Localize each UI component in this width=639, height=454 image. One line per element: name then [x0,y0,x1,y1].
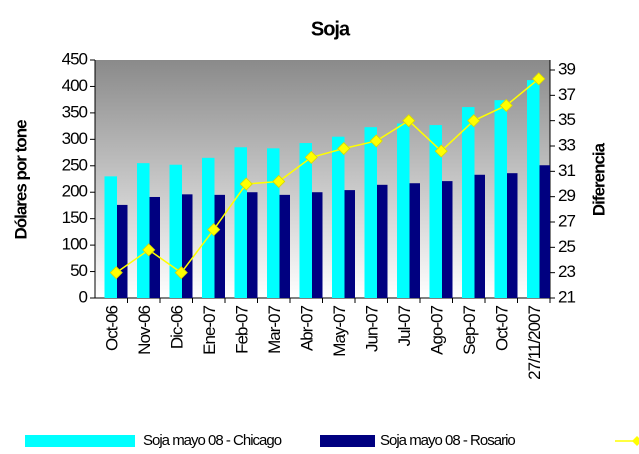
marker [532,72,546,86]
y-tick-label: 100 [62,235,88,254]
bar [169,164,182,298]
legend-swatch [25,435,135,447]
bar [247,192,258,298]
y-tick-label: 250 [62,155,88,174]
bar [409,183,420,298]
bar [182,194,193,298]
x-tick-label: Ene-07 [200,305,219,354]
bar [539,165,550,298]
y-tick-label: 0 [79,287,88,306]
marker [402,114,416,128]
bar [104,176,117,298]
marker [467,114,481,128]
x-tick-label: Mar-07 [265,305,284,353]
marker [337,141,351,156]
x-tick-label: Abr-07 [298,305,317,351]
line [115,78,540,274]
x-tick-label: Ago-07 [428,305,447,354]
bar [377,184,388,298]
y2-tick-label: 37 [558,85,575,104]
bar [364,127,377,299]
y-tick-label: 50 [70,261,87,280]
bar [474,174,485,298]
marker [304,150,318,164]
y-tick-label: 150 [62,208,88,227]
x-tick-label: Jul-07 [395,305,414,346]
bar [397,123,410,298]
bar [442,181,453,298]
y-axis-label: Dólares por tone [11,120,30,240]
bar [462,107,475,299]
bar [507,173,518,298]
marker [142,243,156,257]
y-tick-label: 300 [62,129,88,148]
bar [312,192,323,298]
y2-tick-label: 35 [558,110,575,129]
bar [267,148,280,298]
x-tick-label: Feb-07 [233,305,252,353]
y2-tick-label: 31 [558,161,575,180]
bar [494,100,507,298]
y2-tick-label: 27 [558,211,575,230]
y2-tick-label: 39 [558,59,575,78]
marker [272,174,286,189]
y-tick-label: 350 [62,102,88,121]
marker [239,177,253,191]
bar [117,204,128,298]
y2-tick-label: 21 [558,287,575,306]
legend-label: Soja mayo 08 - Chicago [143,432,282,449]
bar [332,136,345,298]
bar [234,147,247,298]
y2-tick-label: 29 [558,186,575,205]
y2-tick-label: 23 [558,262,575,281]
marker [499,98,513,113]
x-tick-label: Sep-07 [460,305,479,354]
bar [137,163,150,298]
bar [429,125,442,298]
bar [299,143,312,298]
legend-swatch [320,435,375,447]
x-tick-label: Nov-06 [135,305,154,354]
bar [344,190,355,298]
y-tick-label: 450 [62,49,88,68]
y2-axis-label: Diferencia [589,142,608,216]
x-tick-label: Oct-06 [103,305,122,351]
bar [149,196,160,298]
x-tick-label: Dic-06 [168,305,187,349]
y2-tick-label: 33 [558,135,575,154]
y2-tick-label: 25 [558,237,575,256]
y-tick-label: 400 [62,76,88,95]
chart-title: Soja [311,18,351,40]
marker [369,134,383,148]
legend-label: Soja mayo 08 - Rosario [380,432,515,449]
x-tick-label: Jun-07 [363,305,382,352]
x-tick-label: May-07 [330,305,349,356]
legend-marker [632,436,639,446]
marker [207,223,221,237]
y-tick-label: 200 [62,182,88,201]
bar [279,194,290,298]
bar [527,80,540,298]
marker [434,144,448,158]
marker [174,266,188,280]
x-tick-label: Oct-07 [493,305,512,351]
marker [109,266,123,280]
bar [202,157,215,298]
bar [214,194,225,298]
x-tick-label: 27/11/2007 [525,305,544,379]
